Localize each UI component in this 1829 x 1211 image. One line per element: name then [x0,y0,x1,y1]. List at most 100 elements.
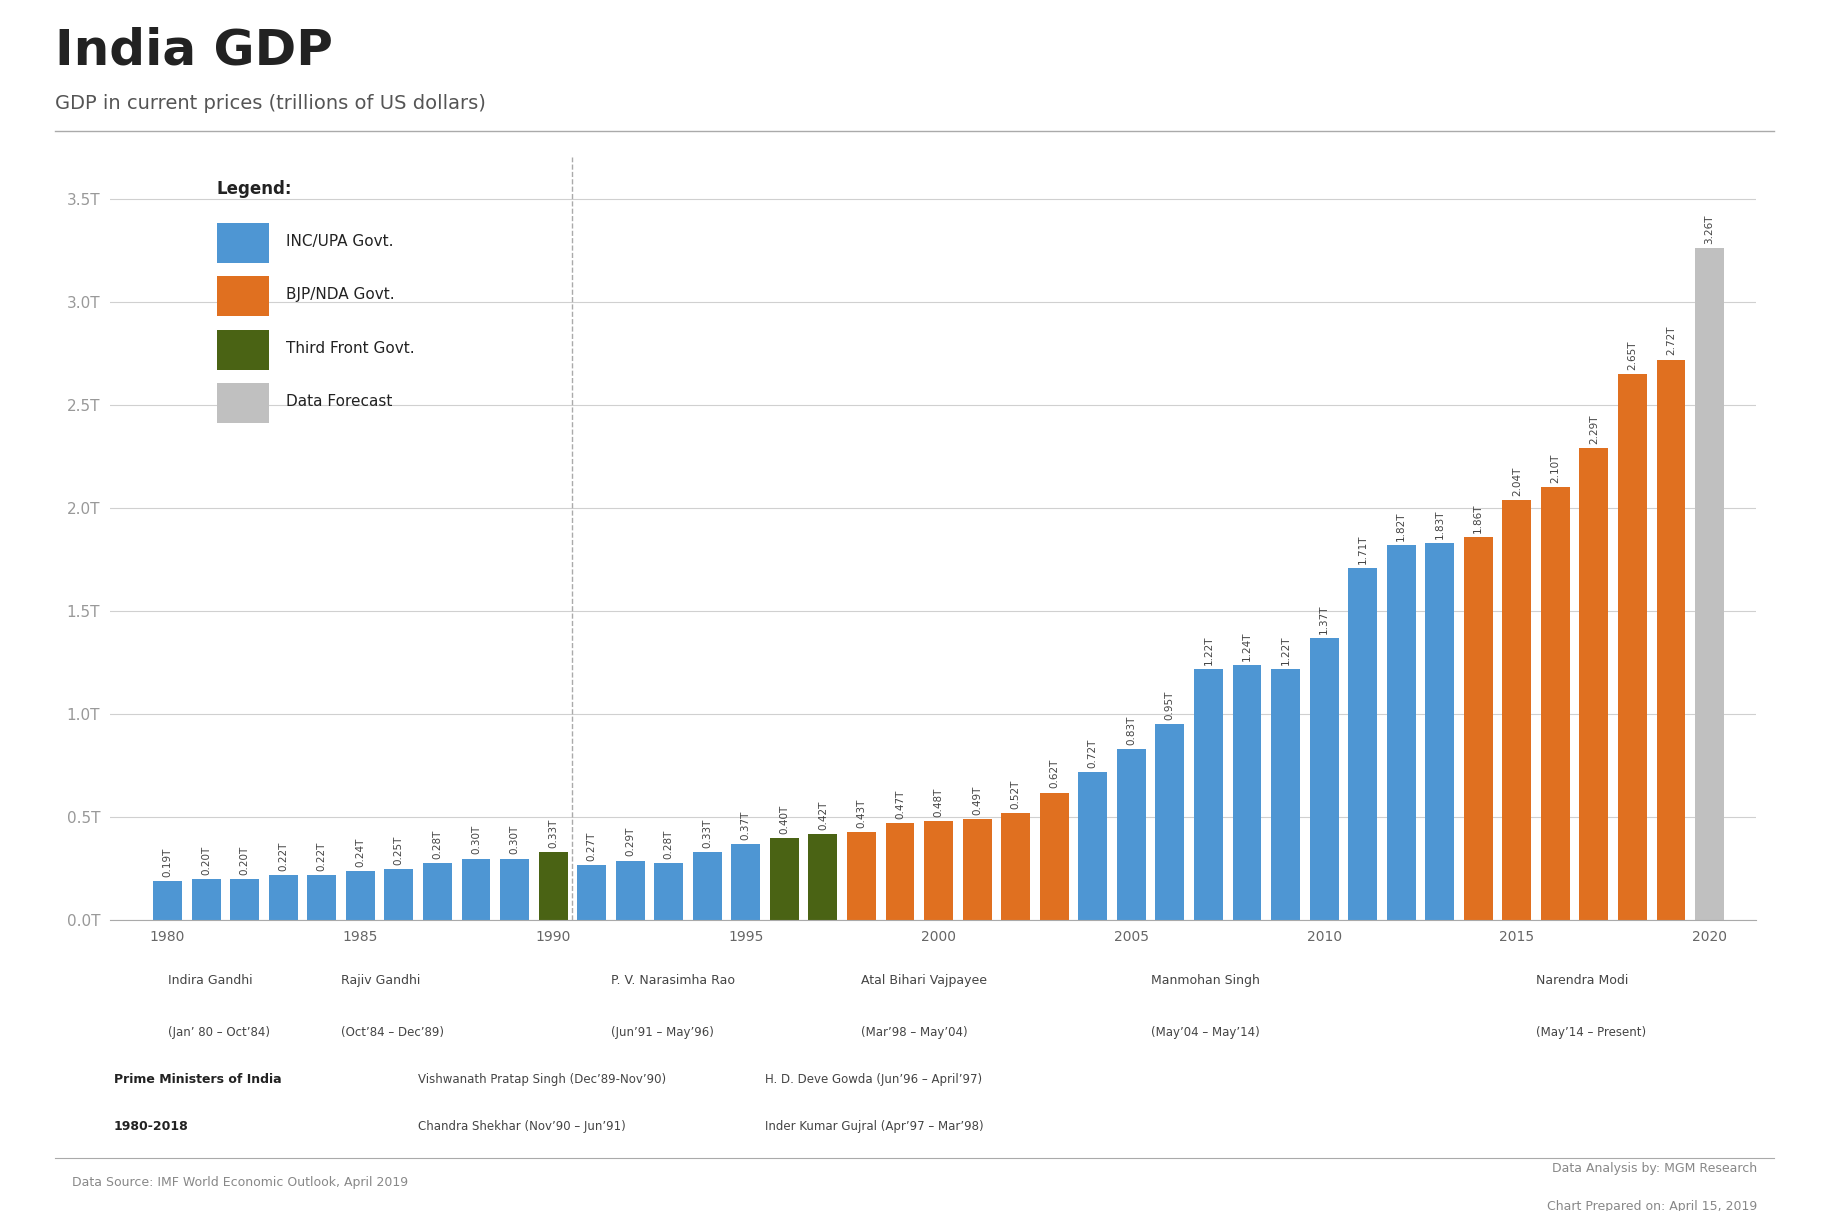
Text: GDP in current prices (trillions of US dollars): GDP in current prices (trillions of US d… [55,94,487,114]
Bar [1310,638,1339,920]
Text: 0.28T: 0.28T [664,830,673,859]
Bar [732,844,761,920]
Text: Vishwanath Pratap Singh (Dec’89-Nov’90): Vishwanath Pratap Singh (Dec’89-Nov’90) [419,1073,666,1086]
Text: (Oct’84 – Dec’89): (Oct’84 – Dec’89) [340,1026,444,1039]
Text: Data Analysis by: MGM Research: Data Analysis by: MGM Research [1551,1163,1758,1175]
Text: 0.25T: 0.25T [393,836,404,865]
Text: 0.30T: 0.30T [472,825,481,855]
Text: 2.65T: 2.65T [1628,340,1637,369]
Text: (Mar’98 – May’04): (Mar’98 – May’04) [861,1026,968,1039]
Text: 0.95T: 0.95T [1165,691,1174,721]
Text: 1.22T: 1.22T [1280,636,1291,665]
Bar [1502,500,1531,920]
Text: 0.33T: 0.33T [702,819,711,848]
Text: (May’04 – May’14): (May’04 – May’14) [1150,1026,1260,1039]
Text: 0.72T: 0.72T [1088,739,1097,768]
Text: 2.10T: 2.10T [1551,454,1560,483]
Bar [1540,487,1569,920]
Text: H. D. Deve Gowda (Jun’96 – April’97): H. D. Deve Gowda (Jun’96 – April’97) [765,1073,982,1086]
Bar [655,862,684,920]
Bar [216,223,269,263]
Bar [1425,543,1454,920]
Text: Third Front Govt.: Third Front Govt. [285,340,415,356]
Text: Chandra Shekhar (Nov’90 – Jun’91): Chandra Shekhar (Nov’90 – Jun’91) [419,1120,626,1133]
Text: 2.72T: 2.72T [1666,326,1675,355]
Bar [1348,568,1377,920]
Text: Data Source: IMF World Economic Outlook, April 2019: Data Source: IMF World Economic Outlook,… [71,1176,408,1188]
Bar [307,876,337,920]
Bar [770,838,799,920]
Text: 0.48T: 0.48T [933,788,944,817]
Bar [924,821,953,920]
Text: Narendra Modi: Narendra Modi [1536,974,1628,987]
Bar [808,833,838,920]
Text: 0.20T: 0.20T [201,845,210,876]
Bar [885,823,914,920]
Text: Indira Gandhi: Indira Gandhi [168,974,252,987]
Bar [384,868,413,920]
Text: (May’14 – Present): (May’14 – Present) [1536,1026,1646,1039]
Text: INC/UPA Govt.: INC/UPA Govt. [285,234,393,248]
Text: Manmohan Singh: Manmohan Singh [1150,974,1260,987]
Text: 1.86T: 1.86T [1474,504,1483,533]
Text: India GDP: India GDP [55,27,333,75]
Text: 0.83T: 0.83T [1127,716,1136,745]
Text: 1.83T: 1.83T [1434,510,1445,539]
Bar [1463,536,1492,920]
Text: 0.37T: 0.37T [741,810,752,840]
Text: 3.26T: 3.26T [1705,214,1714,245]
Text: 2.29T: 2.29T [1589,414,1599,444]
Text: 0.42T: 0.42T [818,800,829,830]
Text: 0.19T: 0.19T [163,848,172,877]
Bar [1619,374,1646,920]
Bar [461,859,490,920]
Text: 1.82T: 1.82T [1396,511,1407,541]
Text: 1.71T: 1.71T [1357,534,1368,563]
Bar [230,879,260,920]
Text: 0.20T: 0.20T [240,845,251,876]
Text: 1.22T: 1.22T [1203,636,1213,665]
Bar [216,276,269,316]
Text: 1.37T: 1.37T [1319,604,1330,633]
Text: (Jan’ 80 – Oct’84): (Jan’ 80 – Oct’84) [168,1026,269,1039]
Bar [693,853,722,920]
Bar [422,862,452,920]
Text: Atal Bihari Vajpayee: Atal Bihari Vajpayee [861,974,988,987]
Text: Inder Kumar Gujral (Apr’97 – Mar’98): Inder Kumar Gujral (Apr’97 – Mar’98) [765,1120,984,1133]
Bar [1079,771,1107,920]
Text: 0.40T: 0.40T [779,804,790,833]
Text: Legend:: Legend: [216,180,293,199]
Bar [1039,792,1068,920]
Text: 1980-2018: 1980-2018 [113,1120,188,1133]
Text: Prime Ministers of India: Prime Ministers of India [113,1073,282,1086]
Bar [962,820,991,920]
Text: 0.22T: 0.22T [278,842,289,871]
Text: 0.52T: 0.52T [1011,780,1021,809]
Bar [578,865,605,920]
Bar [269,876,298,920]
Bar [1156,724,1185,920]
Text: 0.49T: 0.49T [973,786,982,815]
Text: P. V. Narasimha Rao: P. V. Narasimha Rao [611,974,735,987]
Bar [1118,750,1145,920]
Bar [1386,545,1416,920]
Text: 1.24T: 1.24T [1242,631,1253,660]
Text: 0.29T: 0.29T [626,827,635,856]
Text: 0.43T: 0.43T [856,798,867,827]
Text: BJP/NDA Govt.: BJP/NDA Govt. [285,287,395,303]
Text: Chart Prepared on: April 15, 2019: Chart Prepared on: April 15, 2019 [1547,1200,1758,1211]
Bar [216,329,269,369]
Bar [538,853,567,920]
Bar [216,383,269,423]
Text: (Jun’91 – May’96): (Jun’91 – May’96) [611,1026,713,1039]
Text: Rajiv Gandhi: Rajiv Gandhi [340,974,421,987]
Bar [1271,668,1300,920]
Bar [192,879,221,920]
Bar [1233,665,1262,920]
Text: 0.27T: 0.27T [587,831,596,861]
Text: 2.04T: 2.04T [1513,466,1522,495]
Text: 0.24T: 0.24T [355,837,366,867]
Text: 0.47T: 0.47T [894,790,905,820]
Bar [346,871,375,920]
Text: 0.62T: 0.62T [1050,759,1059,788]
